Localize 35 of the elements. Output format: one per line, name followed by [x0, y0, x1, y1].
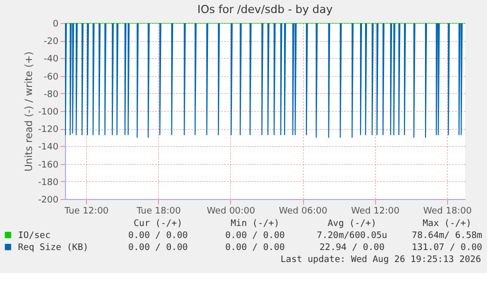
x-tick-label: Wed 12:00: [351, 206, 400, 216]
text: Min (-/+): [230, 219, 280, 229]
text: Max (-/+): [422, 219, 472, 229]
x-tick-label: Tue 18:00: [136, 206, 182, 216]
y-tick-label: -60: [44, 72, 59, 82]
y-axis-title: Units read (-) / write (+): [24, 51, 36, 172]
text: 78.64m/ 6.58m: [412, 231, 482, 241]
text: Avg (-/+): [328, 219, 376, 229]
x-tick-label: Tue 12:00: [63, 206, 109, 216]
y-tick-label: -20: [44, 37, 59, 48]
y-tick-label: -40: [44, 54, 59, 65]
text: 0.00 / 0.00: [128, 231, 188, 241]
y-tick-label: -200: [38, 196, 59, 206]
y-tick-label: -120: [38, 125, 59, 136]
text: Last update: Wed Aug 26 19:25:13 2026: [280, 255, 481, 265]
text: 0.00 / 0.00: [225, 231, 285, 241]
chart-title: IOs for /dev/sdb - by day: [197, 3, 334, 16]
y-tick-label: -160: [38, 160, 59, 170]
y-tick-label: -80: [44, 90, 59, 100]
y-tick-label: -100: [38, 108, 59, 118]
y-tick-label: 0: [52, 20, 59, 30]
text: Cur (-/+): [134, 219, 182, 229]
y-tick-label: -180: [38, 178, 59, 188]
legend-label: Req Size (KB): [18, 243, 88, 253]
line-series: [65, 23, 465, 138]
text: 22.94 / 0.00: [319, 243, 385, 253]
text: 0.00 / 0.00: [128, 243, 188, 253]
x-tick-label: Wed 18:00: [423, 206, 472, 216]
text: 7.20m/600.05u: [316, 231, 388, 241]
text: 0.00 / 0.00: [225, 243, 285, 253]
text: 131.07 / 0.00: [412, 243, 482, 253]
x-tick-label: Wed 06:00: [278, 206, 328, 216]
x-tick-label: Wed 00:00: [206, 206, 256, 216]
legend-label: IO/sec: [18, 231, 51, 241]
y-tick-label: -140: [38, 142, 59, 153]
